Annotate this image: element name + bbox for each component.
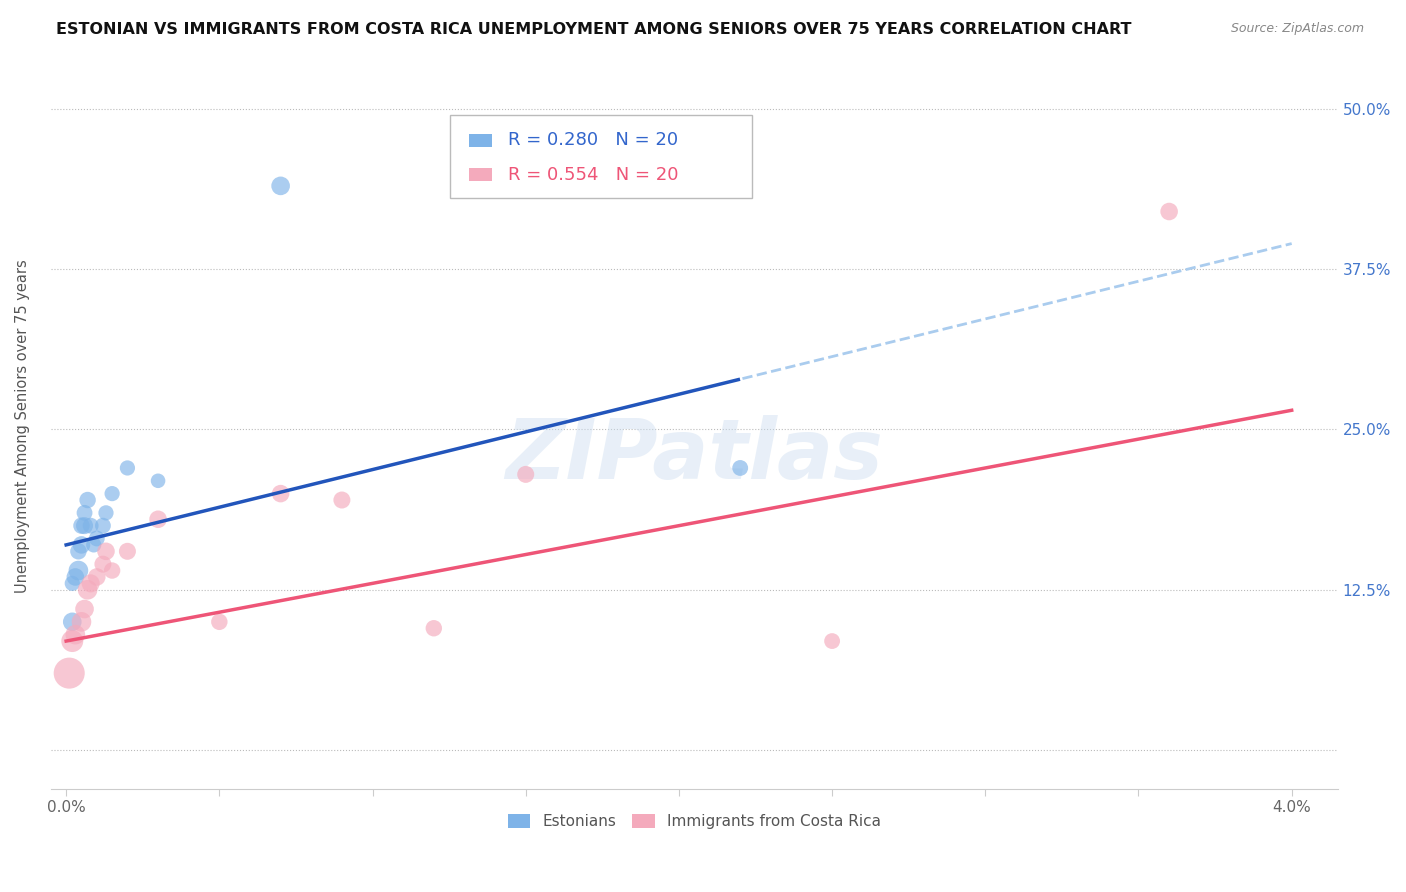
Point: [76, 493, 98, 508]
Text: ZIPatlas: ZIPatlas: [505, 415, 883, 496]
FancyBboxPatch shape: [450, 115, 752, 198]
Point: [60, 615, 83, 629]
Point: [146, 474, 169, 488]
Point: [58, 666, 80, 681]
Point: [60, 634, 83, 648]
Text: Source: ZipAtlas.com: Source: ZipAtlas.com: [1230, 22, 1364, 36]
Point: [270, 178, 292, 193]
Point: [70, 518, 93, 533]
Text: R = 0.554   N = 20: R = 0.554 N = 20: [508, 166, 678, 184]
Y-axis label: Unemployment Among Seniors over 75 years: Unemployment Among Seniors over 75 years: [15, 260, 30, 593]
Point: [83, 538, 105, 552]
Point: [65, 570, 87, 584]
Point: [67, 564, 90, 578]
Point: [79, 576, 101, 591]
Text: R = 0.280   N = 20: R = 0.280 N = 20: [508, 131, 678, 149]
Point: [330, 493, 353, 508]
Point: [94, 544, 117, 558]
Point: [91, 557, 114, 571]
Point: [60, 576, 83, 591]
Point: [117, 461, 139, 475]
Point: [76, 582, 98, 597]
Point: [67, 544, 90, 558]
Text: ESTONIAN VS IMMIGRANTS FROM COSTA RICA UNEMPLOYMENT AMONG SENIORS OVER 75 YEARS : ESTONIAN VS IMMIGRANTS FROM COSTA RICA U…: [56, 22, 1132, 37]
Point: [208, 615, 231, 629]
Legend: Estonians, Immigrants from Costa Rica: Estonians, Immigrants from Costa Rica: [502, 808, 887, 835]
Point: [146, 512, 169, 526]
Point: [86, 532, 108, 546]
Point: [1159, 204, 1181, 219]
Point: [101, 486, 124, 500]
Point: [94, 506, 117, 520]
FancyBboxPatch shape: [470, 134, 492, 146]
Point: [728, 461, 751, 475]
Point: [65, 627, 87, 641]
Point: [101, 564, 124, 578]
FancyBboxPatch shape: [470, 169, 492, 181]
Point: [73, 602, 96, 616]
Point: [86, 570, 108, 584]
Point: [423, 621, 446, 635]
Point: [117, 544, 139, 558]
Point: [73, 506, 96, 520]
Point: [91, 518, 114, 533]
Point: [270, 486, 292, 500]
Point: [73, 518, 96, 533]
Point: [821, 634, 844, 648]
Point: [515, 467, 537, 482]
Point: [70, 615, 93, 629]
Point: [70, 538, 93, 552]
Point: [79, 518, 101, 533]
